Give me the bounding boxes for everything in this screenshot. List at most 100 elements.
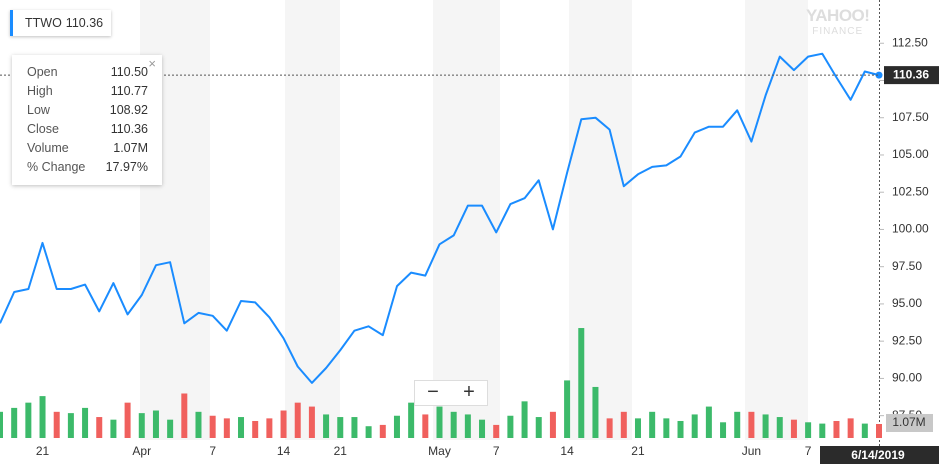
tooltip-label: High <box>27 84 53 98</box>
volume-bar <box>223 418 230 438</box>
volume-bar <box>280 410 287 438</box>
date-tag: 6/14/2019 <box>851 448 905 462</box>
volume-bar <box>266 418 273 438</box>
volume-bar <box>0 411 3 438</box>
tooltip-row: High 110.77 <box>27 84 148 102</box>
volume-bar <box>493 424 500 438</box>
tooltip-value: 110.50 <box>110 65 148 79</box>
volume-bar <box>734 411 741 438</box>
volume-bar <box>82 407 89 438</box>
x-tick-label: 7 <box>493 444 500 458</box>
volume-bar <box>450 411 457 438</box>
y-tick-label: 97.50 <box>892 259 922 273</box>
tooltip-row: % Change 17.97% <box>27 160 148 178</box>
volume-bar <box>549 411 556 438</box>
volume-bar <box>422 414 429 438</box>
price-tag: 110.36 <box>893 67 929 81</box>
volume-bar <box>876 423 882 438</box>
x-tick-label: 14 <box>560 444 574 458</box>
tooltip-value: 110.77 <box>110 84 148 98</box>
volume-bar <box>152 410 159 438</box>
zoom-out[interactable]: − <box>427 381 439 403</box>
symbol-price: 110.36 <box>65 16 104 30</box>
tooltip-label: Close <box>27 122 59 136</box>
tooltip-label: Open <box>27 65 58 79</box>
volume-bar <box>393 415 400 438</box>
tooltip-label: Volume <box>27 141 69 155</box>
tooltip-close[interactable]: × <box>148 56 156 71</box>
volume-bar <box>748 411 755 438</box>
volume-bar <box>323 414 330 438</box>
band <box>745 0 808 440</box>
volume-bar <box>167 419 174 438</box>
volume-bar <box>833 420 840 438</box>
volume-bar <box>564 380 571 438</box>
volume-bar <box>408 402 415 438</box>
last-point <box>875 71 883 79</box>
y-tick-label: 102.50 <box>892 184 929 198</box>
tooltip-value: 108.92 <box>109 103 148 117</box>
volume-bar <box>337 417 344 438</box>
volume-bar <box>110 419 117 438</box>
volume-bar <box>53 411 60 438</box>
volume-bar <box>67 413 74 438</box>
band <box>285 0 340 440</box>
zoom-in[interactable]: + <box>463 381 475 403</box>
x-tick-label: 21 <box>631 444 645 458</box>
volume-bar <box>39 396 46 438</box>
watermark-sub: FINANCE <box>812 26 864 37</box>
x-tick-label: Apr <box>132 444 151 458</box>
volume-bar <box>663 418 670 438</box>
volume-bar <box>96 417 103 438</box>
volume-bar <box>677 420 684 438</box>
volume-bar <box>25 402 32 438</box>
volume-bar <box>379 424 386 438</box>
tooltip-row: Close 110.36 <box>27 122 148 140</box>
volume-bar <box>181 393 188 438</box>
watermark: YAHOO! FINANCE <box>806 6 870 40</box>
volume-tag-box <box>886 413 933 432</box>
volume-bar <box>436 406 443 438</box>
volume-bar <box>479 419 486 438</box>
volume-bar <box>705 406 712 438</box>
price-line <box>0 52 880 384</box>
volume-bar <box>762 414 769 438</box>
volume-bar <box>649 411 656 438</box>
price-tag-box <box>884 66 939 85</box>
week-bands <box>140 0 808 440</box>
y-tick-label: 105.00 <box>892 147 929 161</box>
volume-bar <box>634 418 641 438</box>
symbol-chip: TTWO 110.36 <box>10 10 112 36</box>
volume-bar <box>606 418 613 438</box>
zoom-controls: − + <box>414 380 488 406</box>
volume-bar <box>805 422 812 438</box>
volume-bar <box>847 418 854 438</box>
volume-bar <box>819 423 826 438</box>
date-tag-box <box>820 446 939 464</box>
volume-tag: 1.07M <box>892 415 925 429</box>
volume-bar <box>861 423 868 438</box>
tooltip-row: Open 110.50 <box>27 65 148 83</box>
volume-bar <box>790 419 797 438</box>
volume-bar <box>620 411 627 438</box>
volume-bar <box>535 417 542 438</box>
volume-bar <box>308 406 315 438</box>
x-tick-label: 7 <box>209 444 216 458</box>
volume-bar <box>720 422 727 438</box>
volume-bar <box>351 417 358 438</box>
volume-bar <box>238 417 245 438</box>
volume-bar <box>464 414 471 438</box>
volume-bar <box>507 415 514 438</box>
x-tick-label: May <box>428 444 451 458</box>
y-tick-label: 92.50 <box>892 333 922 347</box>
y-tick-label: 100.00 <box>892 222 929 236</box>
tooltip-label: Low <box>27 103 50 117</box>
x-tick-label: 14 <box>277 444 291 458</box>
tooltip-row: Volume 1.07M <box>27 141 148 159</box>
watermark-brand: YAHOO! <box>806 6 870 25</box>
volume-bar <box>578 328 585 438</box>
tooltip-value: 1.07M <box>113 141 148 155</box>
volume-bar <box>209 415 216 438</box>
symbol: TTWO <box>25 16 62 30</box>
